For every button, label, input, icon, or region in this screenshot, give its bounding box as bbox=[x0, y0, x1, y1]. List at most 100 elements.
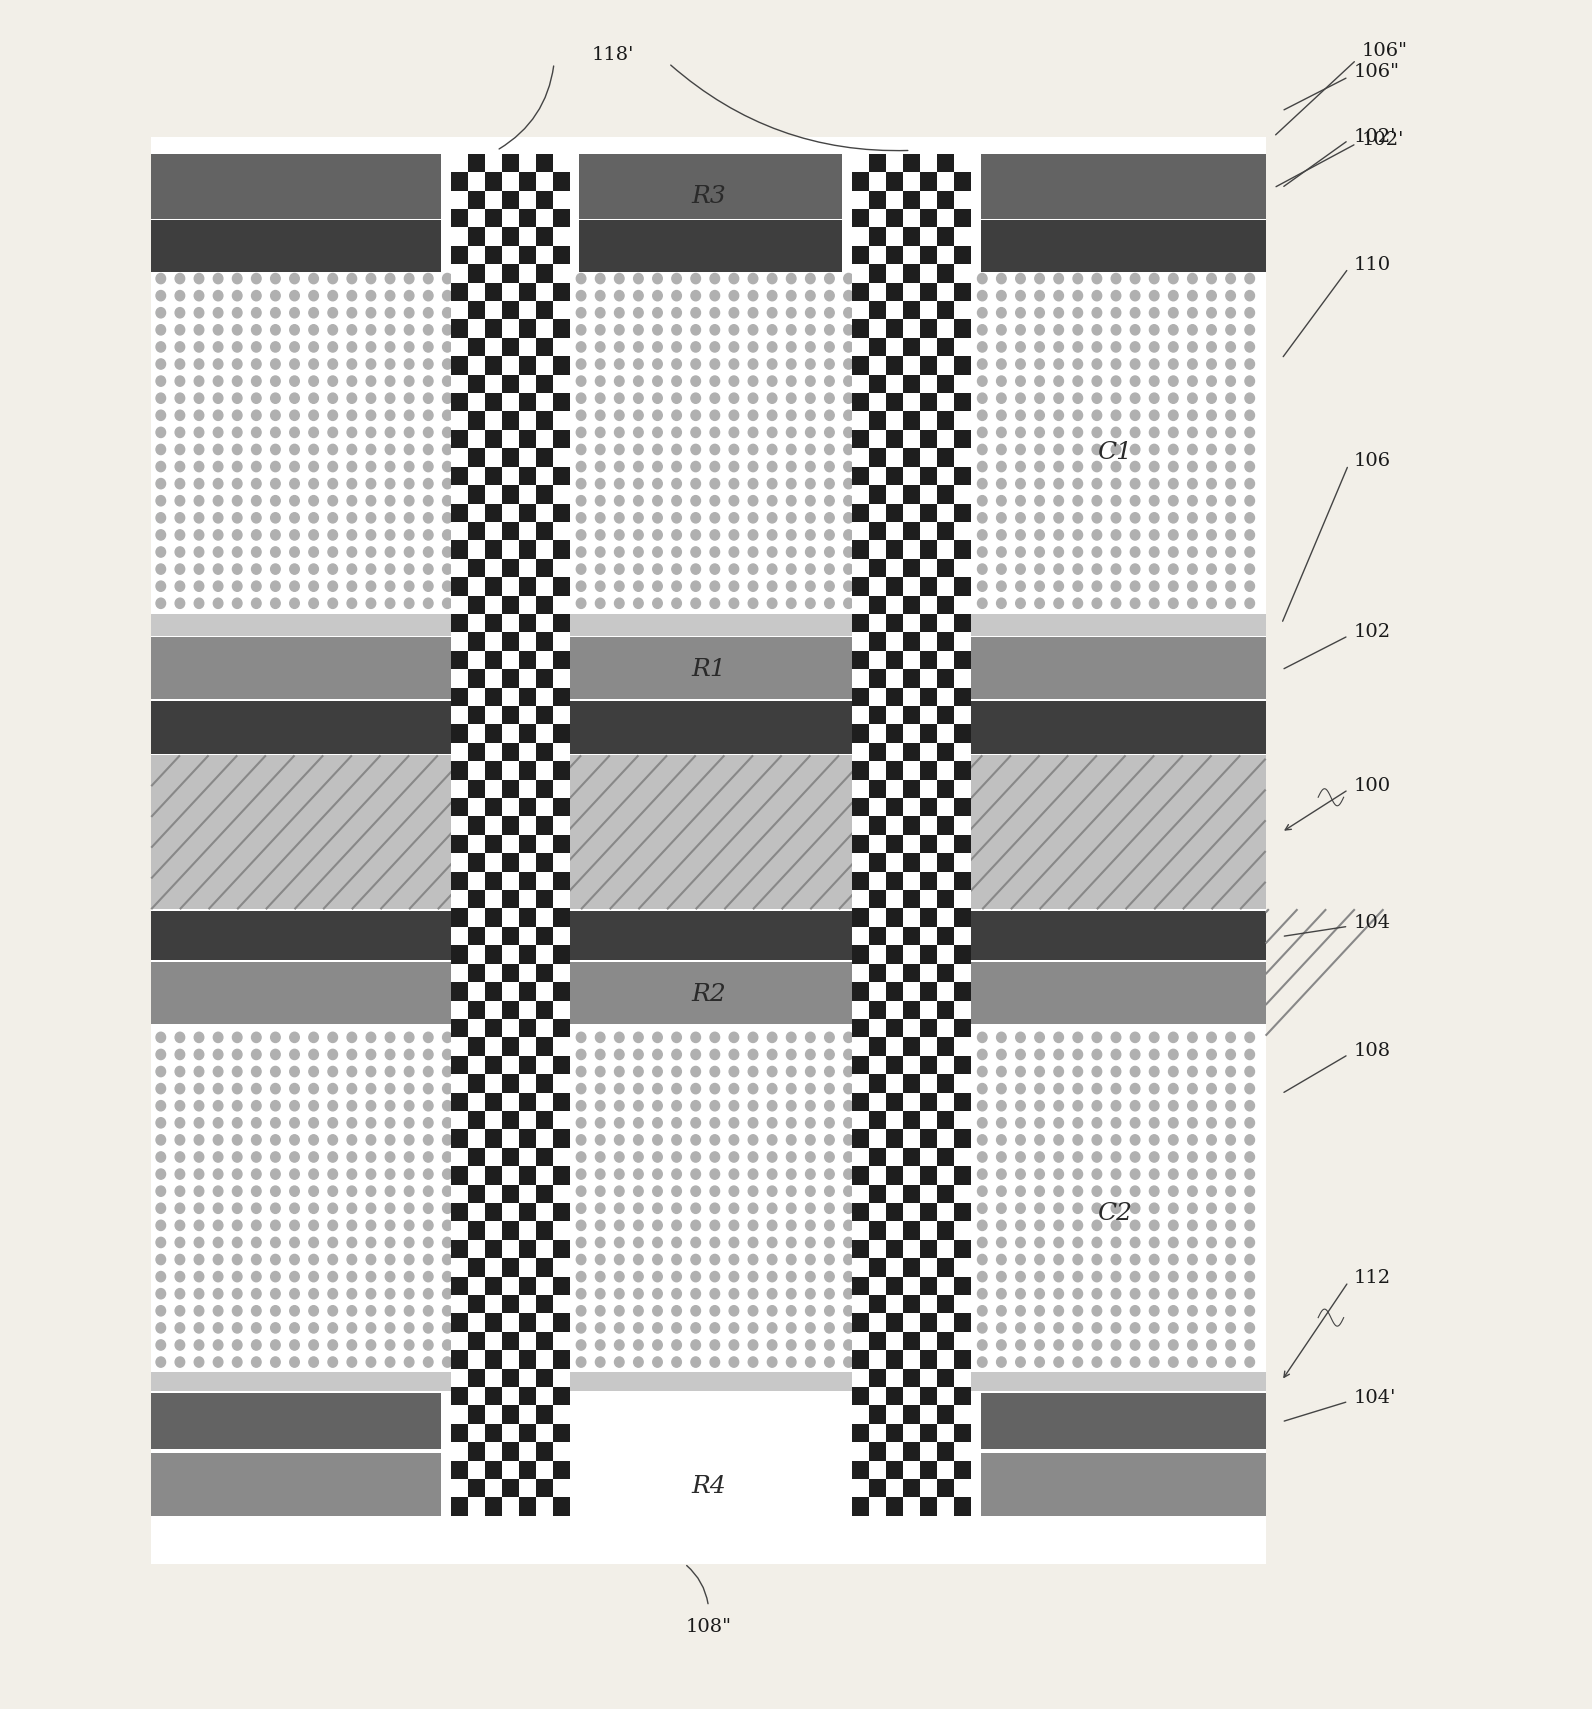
Circle shape bbox=[901, 376, 911, 386]
Bar bbox=[552, 504, 570, 521]
Circle shape bbox=[423, 1152, 433, 1162]
Circle shape bbox=[194, 530, 204, 540]
Circle shape bbox=[538, 547, 548, 557]
Circle shape bbox=[920, 273, 930, 284]
Bar bbox=[885, 467, 903, 485]
Circle shape bbox=[748, 342, 758, 352]
Bar bbox=[938, 1331, 954, 1350]
Circle shape bbox=[844, 1289, 853, 1299]
Bar bbox=[451, 1239, 468, 1258]
Bar bbox=[451, 1019, 468, 1037]
Bar bbox=[938, 1442, 954, 1461]
Circle shape bbox=[786, 513, 796, 523]
Circle shape bbox=[175, 1101, 185, 1111]
Circle shape bbox=[500, 581, 509, 591]
Circle shape bbox=[958, 410, 968, 420]
Circle shape bbox=[1188, 1289, 1197, 1299]
Bar bbox=[537, 1000, 552, 1019]
Circle shape bbox=[1245, 1220, 1254, 1230]
Circle shape bbox=[806, 444, 815, 455]
Bar bbox=[151, 1393, 441, 1449]
Circle shape bbox=[290, 1306, 299, 1316]
Bar bbox=[869, 154, 885, 173]
Circle shape bbox=[500, 308, 509, 318]
Circle shape bbox=[863, 598, 872, 608]
Circle shape bbox=[615, 1169, 624, 1179]
Circle shape bbox=[653, 273, 662, 284]
Bar bbox=[552, 1019, 570, 1037]
Circle shape bbox=[500, 1066, 509, 1077]
Bar bbox=[484, 1350, 501, 1369]
Bar bbox=[938, 964, 954, 983]
Circle shape bbox=[901, 1186, 911, 1196]
Circle shape bbox=[175, 1254, 185, 1265]
Circle shape bbox=[653, 1203, 662, 1213]
Circle shape bbox=[806, 1032, 815, 1042]
Circle shape bbox=[1035, 598, 1044, 608]
Bar bbox=[484, 578, 501, 595]
Circle shape bbox=[385, 1186, 395, 1196]
Circle shape bbox=[519, 376, 529, 386]
Circle shape bbox=[232, 1084, 242, 1094]
Circle shape bbox=[404, 1323, 414, 1333]
Circle shape bbox=[1226, 1203, 1235, 1213]
Bar bbox=[501, 1369, 519, 1388]
Circle shape bbox=[1207, 1118, 1216, 1128]
Circle shape bbox=[423, 1101, 433, 1111]
Circle shape bbox=[615, 359, 624, 369]
Bar bbox=[938, 521, 954, 540]
Circle shape bbox=[1130, 598, 1140, 608]
Circle shape bbox=[710, 1032, 720, 1042]
Circle shape bbox=[1188, 547, 1197, 557]
Circle shape bbox=[271, 1101, 280, 1111]
Circle shape bbox=[1169, 461, 1178, 472]
Circle shape bbox=[1188, 1323, 1197, 1333]
Text: R1: R1 bbox=[691, 658, 726, 682]
Circle shape bbox=[481, 1357, 490, 1367]
Bar bbox=[537, 1148, 552, 1166]
Bar bbox=[885, 725, 903, 743]
Bar bbox=[519, 246, 537, 265]
Circle shape bbox=[252, 1066, 261, 1077]
Circle shape bbox=[328, 581, 338, 591]
Circle shape bbox=[1130, 1032, 1140, 1042]
Circle shape bbox=[1207, 1203, 1216, 1213]
Circle shape bbox=[863, 342, 872, 352]
Circle shape bbox=[500, 1254, 509, 1265]
Circle shape bbox=[156, 496, 166, 506]
Bar bbox=[869, 1148, 885, 1166]
Circle shape bbox=[423, 513, 433, 523]
Circle shape bbox=[1188, 513, 1197, 523]
Circle shape bbox=[213, 1357, 223, 1367]
Circle shape bbox=[462, 1289, 471, 1299]
Circle shape bbox=[1130, 393, 1140, 403]
Circle shape bbox=[366, 598, 376, 608]
Circle shape bbox=[194, 444, 204, 455]
Circle shape bbox=[729, 273, 739, 284]
Bar bbox=[852, 467, 869, 485]
Circle shape bbox=[271, 1186, 280, 1196]
Circle shape bbox=[1188, 1101, 1197, 1111]
Circle shape bbox=[1226, 1066, 1235, 1077]
Bar bbox=[954, 945, 971, 964]
Circle shape bbox=[271, 1289, 280, 1299]
Circle shape bbox=[615, 1032, 624, 1042]
Circle shape bbox=[1245, 598, 1254, 608]
Circle shape bbox=[786, 1203, 796, 1213]
Circle shape bbox=[1245, 291, 1254, 301]
Circle shape bbox=[748, 1220, 758, 1230]
Bar bbox=[484, 872, 501, 890]
Circle shape bbox=[748, 496, 758, 506]
Circle shape bbox=[366, 291, 376, 301]
Circle shape bbox=[385, 376, 395, 386]
Circle shape bbox=[519, 461, 529, 472]
Bar bbox=[885, 1461, 903, 1478]
Circle shape bbox=[1111, 1254, 1121, 1265]
Bar bbox=[468, 1442, 484, 1461]
Circle shape bbox=[1111, 1203, 1121, 1213]
Circle shape bbox=[1130, 564, 1140, 574]
Circle shape bbox=[1054, 342, 1063, 352]
Circle shape bbox=[767, 342, 777, 352]
Circle shape bbox=[748, 547, 758, 557]
Circle shape bbox=[977, 1032, 987, 1042]
